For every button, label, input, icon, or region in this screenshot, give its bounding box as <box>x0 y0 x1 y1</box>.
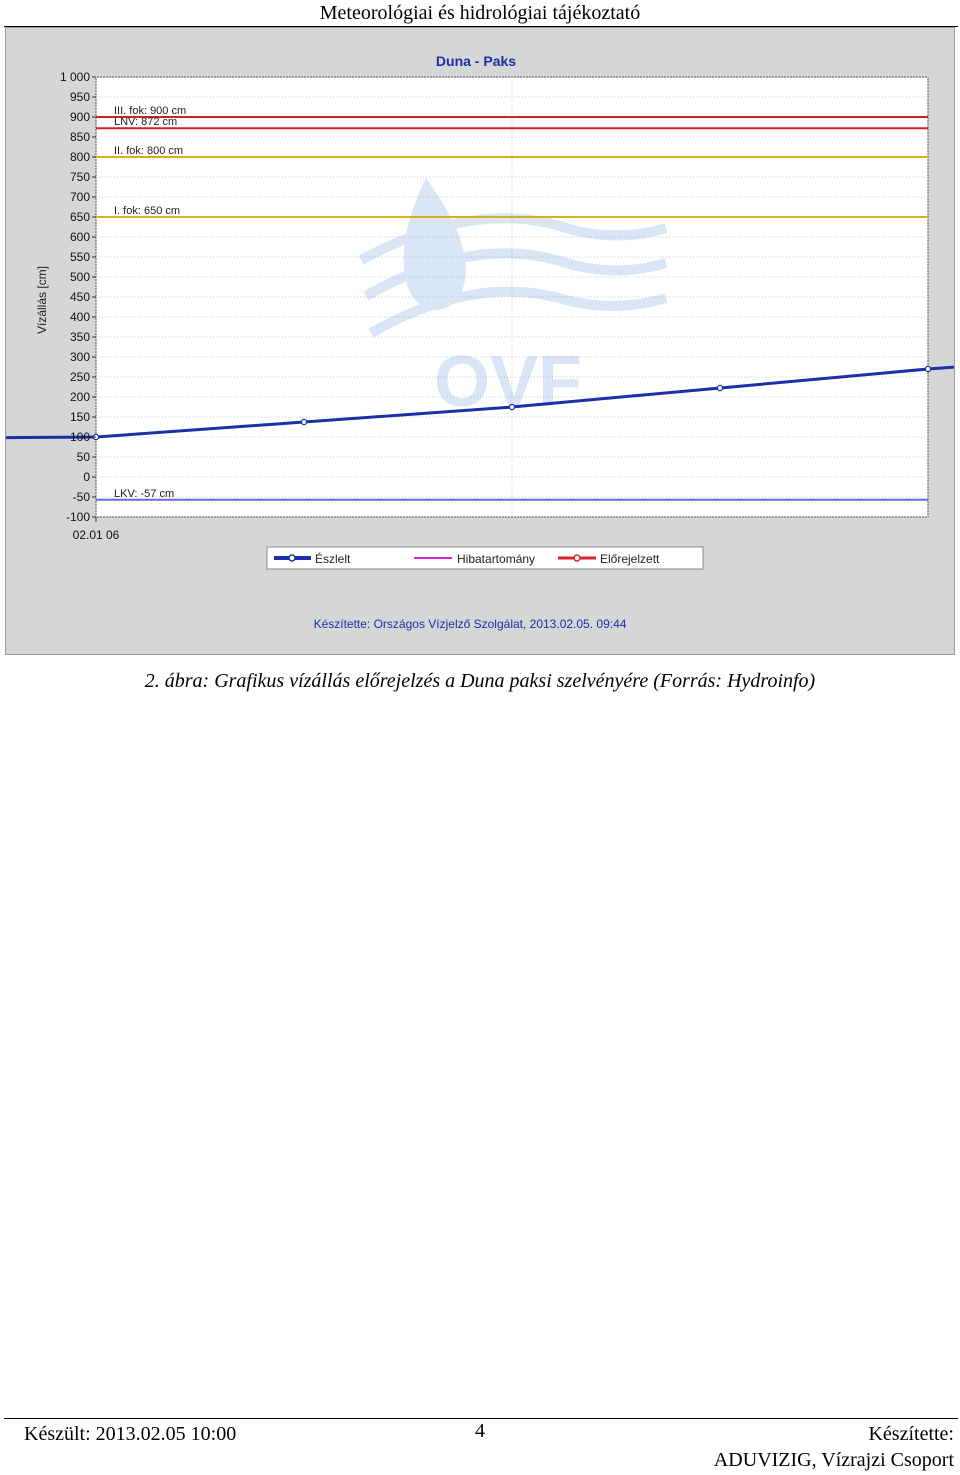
y-tick-label: 750 <box>70 170 90 184</box>
observed-data-point <box>716 384 724 392</box>
footer-author: ADUVIZIG, Vízrajzi Csoport <box>713 1449 954 1471</box>
legend-label-error-band: Hibatartomány <box>457 552 535 566</box>
chart-credit: Készítette: Országos Vízjelző Szolgálat,… <box>314 617 627 631</box>
y-tick-label: -100 <box>66 510 90 524</box>
reference-line-label: III. fok: 900 cm <box>114 105 186 117</box>
reference-line-label: LNV: 872 cm <box>114 116 177 128</box>
y-tick-label: 150 <box>70 410 90 424</box>
observed-data-point <box>300 418 308 426</box>
legend-label-observed: Észlelt <box>315 551 351 566</box>
header-rule <box>4 26 958 27</box>
legend-marker-forecast <box>573 554 581 562</box>
x-tick-label: 02.01 06 <box>73 528 120 542</box>
footer-created: Készült: 2013.02.05 10:00 <box>24 1423 237 1445</box>
y-tick-label: 200 <box>70 390 90 404</box>
y-tick-label: 1 000 <box>60 70 90 84</box>
footer-rule <box>4 1418 958 1419</box>
y-tick-label: 850 <box>70 130 90 144</box>
observed-data-point <box>924 365 932 373</box>
y-tick-label: 650 <box>70 210 90 224</box>
figure-caption: 2. ábra: Grafikus vízállás előrejelzés a… <box>144 670 816 692</box>
y-axis-label: Vízállás [cm] <box>35 266 49 334</box>
y-tick-label: 350 <box>70 330 90 344</box>
y-tick-label: 100 <box>70 430 90 444</box>
y-tick-label: 0 <box>83 470 90 484</box>
y-tick-label: 50 <box>77 450 91 464</box>
y-tick-label: 300 <box>70 350 90 364</box>
chart-frame: OVF III. fok: 900 cm LNV: 872 cm II. fok: … <box>5 27 955 655</box>
y-tick-label: 500 <box>70 270 90 284</box>
footer-author-label: Készítette: <box>868 1423 954 1445</box>
observed-data-point <box>508 403 516 411</box>
page-number: 4 <box>475 1420 485 1442</box>
y-tick-label: 700 <box>70 190 90 204</box>
chart-title: Duna - Paks <box>436 53 516 69</box>
y-tick-label: 900 <box>70 110 90 124</box>
legend-marker-observed <box>288 554 296 562</box>
legend: Észlelt Hibatartomány Előrejelzett <box>266 546 704 570</box>
reference-line-label: II. fok: 800 cm <box>114 145 183 157</box>
y-tick-label: 550 <box>70 250 90 264</box>
legend-label-forecast: Előrejelzett <box>600 552 660 566</box>
y-tick-label: 600 <box>70 230 90 244</box>
y-tick-label: 800 <box>70 150 90 164</box>
y-tick-label: 450 <box>70 290 90 304</box>
y-tick-label: 250 <box>70 370 90 384</box>
reference-line-label: I. fok: 650 cm <box>114 205 180 217</box>
y-tick-label: -50 <box>73 490 91 504</box>
reference-line-label: LKV: -57 cm <box>114 488 174 500</box>
legend-box <box>266 546 704 570</box>
y-tick-label: 950 <box>70 90 90 104</box>
ovf-watermark: OVF <box>358 178 668 422</box>
page-header: Meteorológiai és hidrológiai tájékoztató <box>319 2 641 24</box>
y-tick-label: 400 <box>70 310 90 324</box>
